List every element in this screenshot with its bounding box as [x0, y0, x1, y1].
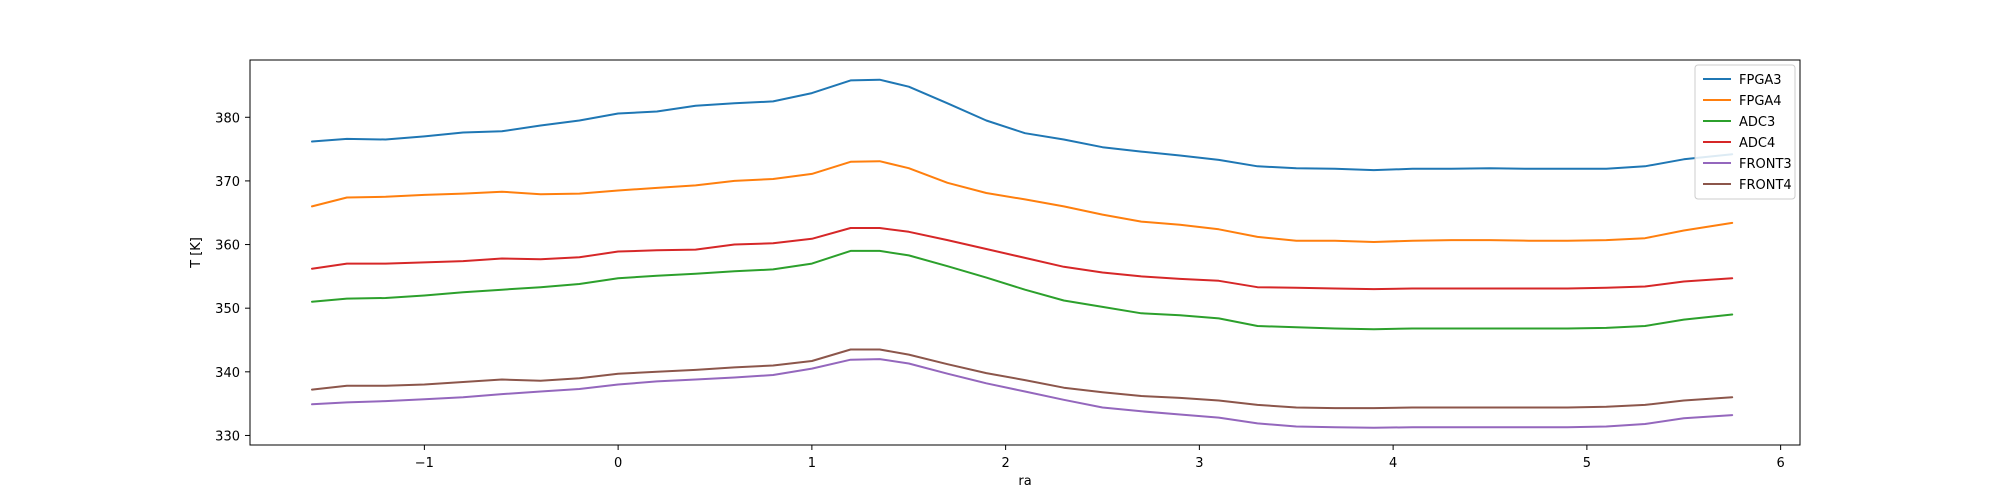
x-tick-label: 1	[808, 456, 816, 471]
x-tick-label: −1	[415, 456, 434, 471]
series-line-fpga4	[311, 160, 1734, 243]
legend: FPGA3 FPGA4 ADC3 ADC4 FRONT3 FRONT4	[1694, 64, 1796, 200]
x-tick-label: 3	[1195, 456, 1203, 471]
x-tick-label: 6	[1776, 456, 1784, 471]
x-axis-label: ra	[1018, 474, 1031, 489]
y-tick-label: 370	[215, 175, 240, 190]
legend-label-adc4: ADC4	[1739, 136, 1775, 151]
x-tick-label: 0	[614, 456, 622, 471]
y-tick-label: 340	[215, 366, 240, 381]
legend-label-fpga4: FPGA4	[1739, 94, 1782, 109]
legend-label-fpga3: FPGA3	[1739, 73, 1782, 88]
series-line-front4	[311, 348, 1734, 410]
y-tick-label: 330	[215, 429, 240, 444]
series-line-front3	[311, 358, 1734, 429]
series-line-adc4	[311, 227, 1734, 291]
x-tick-label: 4	[1389, 456, 1397, 471]
y-axis-label: T [K]	[189, 237, 204, 269]
x-axis: −1 0 1 2 3 4 5 6	[415, 445, 1785, 471]
y-tick-label: 350	[215, 302, 240, 317]
legend-label-front4: FRONT4	[1739, 178, 1792, 193]
x-tick-label: 2	[1001, 456, 1009, 471]
series-layer	[311, 78, 1734, 429]
legend-box	[1694, 64, 1796, 200]
legend-label-front3: FRONT3	[1739, 157, 1792, 172]
legend-label-adc3: ADC3	[1739, 115, 1775, 130]
series-line-fpga3	[311, 78, 1734, 172]
series-line-adc3	[311, 249, 1734, 331]
plot-frame	[249, 59, 1801, 446]
y-tick-label: 360	[215, 239, 240, 254]
y-tick-label: 380	[215, 111, 240, 126]
y-axis: 330 340 350 360 370 380	[215, 111, 250, 444]
x-tick-label: 5	[1583, 456, 1591, 471]
